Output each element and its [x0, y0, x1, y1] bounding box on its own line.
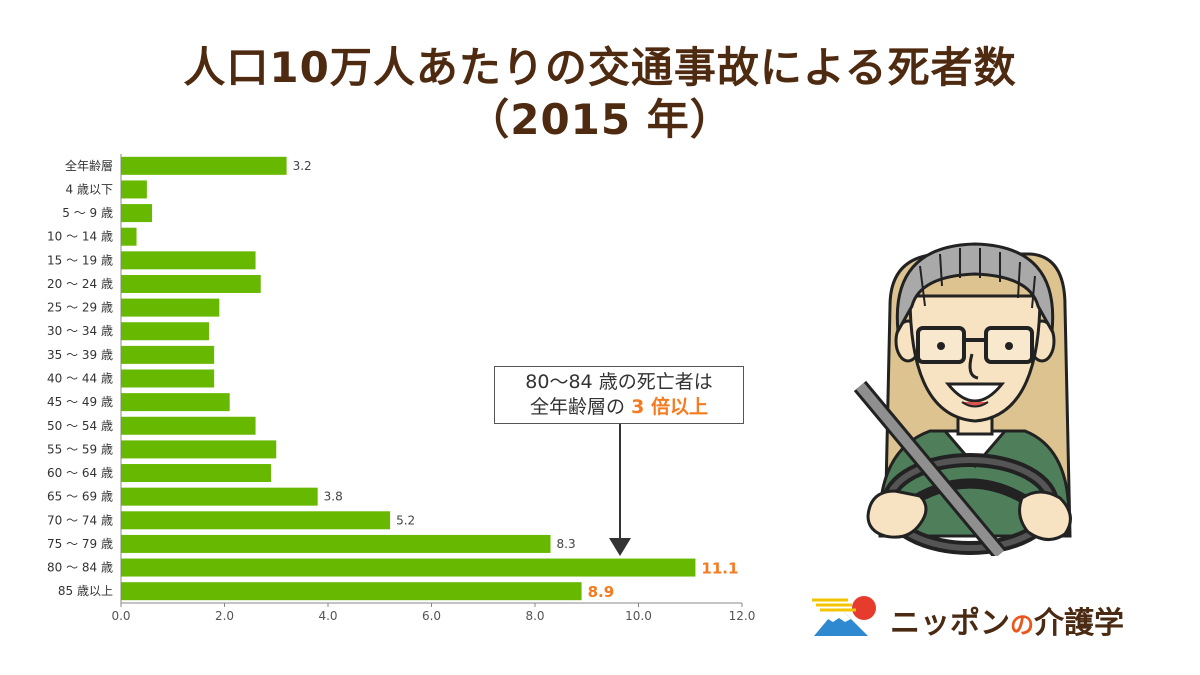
- x-tick-label: 8.0: [525, 609, 544, 623]
- bar: [121, 487, 318, 506]
- category-label: 40 ～ 44 歳: [47, 372, 113, 386]
- bar: [121, 274, 261, 293]
- callout-arrow-head: [609, 538, 631, 556]
- category-label: 20 ～ 24 歳: [47, 277, 113, 291]
- category-label: 15 ～ 19 歳: [47, 253, 113, 267]
- x-tick-label: 4.0: [318, 609, 337, 623]
- data-label: 8.3: [557, 537, 576, 551]
- callout-line2-prefix: 全年齢層の: [530, 396, 626, 418]
- callout-box: 80～84 歳の死亡者は 全年齢層の 3 倍以上: [494, 366, 744, 424]
- bar: [121, 345, 215, 364]
- logo-text-3: 介護学: [1034, 606, 1124, 641]
- bar: [121, 180, 147, 199]
- site-logo: ニッポンの介護学: [808, 594, 1168, 644]
- x-tick-label: 6.0: [422, 609, 441, 623]
- x-tick-label: 12.0: [729, 609, 756, 623]
- category-label: 50 ～ 54 歳: [47, 419, 113, 433]
- category-label: 55 ～ 59 歳: [47, 442, 113, 456]
- data-label: 8.9: [588, 583, 615, 601]
- category-label: 60 ～ 64 歳: [47, 466, 113, 480]
- bar: [121, 464, 272, 483]
- category-label: 75 ～ 79 歳: [47, 537, 113, 551]
- category-label: 30 ～ 34 歳: [47, 324, 113, 338]
- data-label: 3.8: [324, 490, 343, 504]
- bar: [121, 393, 230, 412]
- category-label: 25 ～ 29 歳: [47, 301, 113, 315]
- x-tick-label: 2.0: [215, 609, 234, 623]
- data-label: 5.2: [396, 513, 415, 527]
- bar: [121, 440, 277, 459]
- bar: [121, 227, 137, 246]
- bar: [121, 251, 256, 270]
- chart-subtitle-year: （2015 年）: [467, 95, 733, 144]
- bar: [121, 298, 220, 317]
- callout-line2: 全年齢層の 3 倍以上: [495, 395, 743, 420]
- callout-highlight: 3 倍以上: [631, 396, 708, 418]
- bar: [121, 156, 287, 175]
- elderly-driver-illustration: [853, 242, 1072, 556]
- bar: [121, 416, 256, 435]
- category-label: 45 ～ 49 歳: [47, 395, 113, 409]
- logo-text-2: の: [1010, 611, 1034, 639]
- bar: [121, 204, 153, 223]
- chart-title: 人口10万人あたりの交通事故による死者数: [183, 43, 1017, 92]
- category-label: 5 ～ 9 歳: [62, 206, 113, 220]
- category-label: 10 ～ 14 歳: [47, 230, 113, 244]
- category-label: 35 ～ 39 歳: [47, 348, 113, 362]
- category-label: 4 歳以下: [66, 182, 113, 196]
- x-tick-label: 0.0: [111, 609, 130, 623]
- data-label: 3.2: [293, 159, 312, 173]
- bar: [121, 369, 215, 388]
- logo-text: ニッポンの介護学: [890, 598, 1124, 642]
- mount-fuji-logo-icon: [812, 596, 876, 636]
- bar: [121, 322, 209, 341]
- category-label: 80 ～ 84 歳: [47, 561, 113, 575]
- x-tick-label: 10.0: [625, 609, 652, 623]
- bar: [121, 582, 582, 601]
- bar: [121, 558, 696, 577]
- category-label: 全年齢層: [65, 158, 113, 173]
- category-label: 70 ～ 74 歳: [47, 513, 113, 527]
- bar: [121, 534, 551, 553]
- category-label: 65 ～ 69 歳: [47, 490, 113, 504]
- category-label: 85 歳以上: [58, 584, 113, 598]
- logo-text-1: ニッポン: [890, 606, 1010, 641]
- callout-line1: 80～84 歳の死亡者は: [525, 371, 713, 393]
- bar: [121, 511, 391, 530]
- data-label: 11.1: [701, 560, 738, 578]
